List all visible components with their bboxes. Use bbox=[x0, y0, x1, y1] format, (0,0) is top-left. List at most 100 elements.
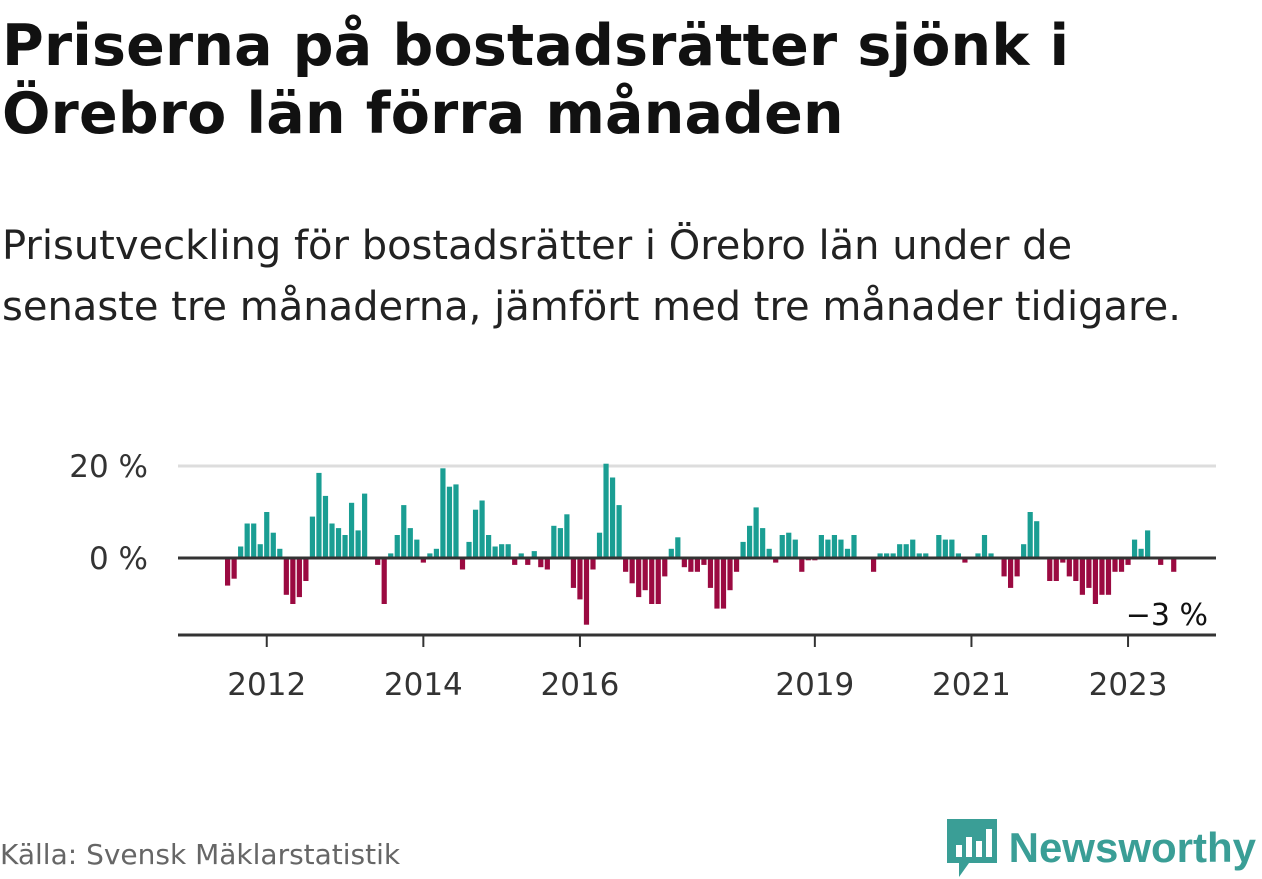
bar bbox=[283, 558, 289, 595]
bar bbox=[531, 551, 537, 558]
bar bbox=[440, 468, 446, 558]
x-tick-label: 2021 bbox=[932, 667, 1011, 703]
bar bbox=[335, 528, 342, 558]
bar bbox=[1027, 512, 1033, 558]
bar bbox=[486, 535, 492, 558]
bar bbox=[733, 558, 740, 572]
bar bbox=[1118, 558, 1125, 572]
bar bbox=[681, 558, 687, 568]
bar bbox=[877, 553, 883, 558]
bar bbox=[512, 558, 518, 565]
bar bbox=[251, 523, 257, 558]
bar bbox=[1079, 558, 1085, 595]
x-tick-label: 2016 bbox=[540, 667, 619, 703]
chart-title: Priserna på bostadsrätter sjönk i Örebro… bbox=[2, 13, 1070, 147]
bar bbox=[329, 523, 335, 558]
bar bbox=[290, 558, 296, 604]
x-tick-label: 2012 bbox=[227, 667, 306, 703]
bar bbox=[342, 535, 348, 558]
bar bbox=[466, 541, 472, 558]
bar bbox=[727, 558, 733, 591]
y-tick-label: 20 % bbox=[69, 449, 148, 485]
bar bbox=[760, 528, 766, 558]
bar bbox=[433, 548, 439, 558]
x-tick-label: 2019 bbox=[775, 667, 854, 703]
bar bbox=[916, 553, 922, 558]
bar bbox=[942, 539, 948, 558]
bar bbox=[1008, 558, 1014, 588]
bar bbox=[1066, 558, 1072, 577]
bar bbox=[1014, 558, 1020, 577]
bar bbox=[1145, 530, 1151, 558]
y-tick-label: 0 % bbox=[89, 541, 148, 577]
bar bbox=[1073, 558, 1079, 581]
bar bbox=[818, 535, 824, 558]
bar bbox=[277, 548, 283, 558]
bar bbox=[348, 502, 355, 558]
brand-name: Newsworthy bbox=[1008, 824, 1256, 871]
bar bbox=[427, 553, 433, 558]
bar bbox=[407, 528, 413, 558]
bar bbox=[577, 558, 583, 600]
bar bbox=[844, 548, 851, 558]
bar bbox=[962, 558, 968, 563]
bar bbox=[740, 541, 746, 558]
bar bbox=[799, 558, 805, 572]
bar bbox=[923, 553, 929, 558]
bar bbox=[316, 472, 322, 558]
bar bbox=[1060, 558, 1066, 563]
bar bbox=[1125, 558, 1131, 565]
bar bbox=[910, 539, 916, 558]
bar bbox=[1001, 558, 1007, 577]
bar bbox=[655, 558, 661, 604]
chart-subtitle: Prisutveckling för bostadsrätter i Örebr… bbox=[2, 223, 1181, 330]
bar bbox=[649, 558, 655, 604]
bar bbox=[570, 558, 577, 588]
bar bbox=[309, 516, 316, 558]
bar bbox=[1086, 558, 1092, 588]
bar bbox=[838, 539, 844, 558]
bar bbox=[779, 535, 785, 558]
bar bbox=[766, 548, 772, 558]
bar bbox=[1099, 558, 1105, 595]
bar bbox=[694, 558, 700, 572]
bar bbox=[1138, 548, 1144, 558]
bar bbox=[603, 463, 609, 558]
bar bbox=[420, 558, 426, 563]
bar bbox=[668, 548, 674, 558]
bar bbox=[747, 525, 753, 558]
bar-chart: 0 % 20 % 2012 2014 2016 2019 2021 2023 −3 % bbox=[69, 449, 1216, 703]
bar bbox=[355, 530, 361, 558]
bar bbox=[981, 535, 988, 558]
bar bbox=[662, 558, 668, 577]
bar bbox=[303, 558, 309, 581]
bar bbox=[362, 493, 368, 558]
bar bbox=[629, 558, 635, 584]
bar bbox=[1171, 558, 1177, 572]
bar bbox=[296, 558, 302, 598]
bar bbox=[1021, 544, 1027, 558]
bar bbox=[590, 558, 596, 570]
bar bbox=[505, 544, 511, 558]
bar bbox=[1092, 558, 1099, 604]
bar bbox=[401, 505, 407, 558]
bar bbox=[701, 558, 707, 565]
bar bbox=[583, 558, 590, 625]
x-tick-label: 2014 bbox=[384, 667, 463, 703]
bar bbox=[525, 558, 531, 565]
bar bbox=[453, 484, 459, 558]
bar bbox=[1047, 558, 1053, 581]
bar bbox=[446, 486, 453, 558]
bar bbox=[472, 509, 479, 558]
bar bbox=[414, 539, 420, 558]
bar bbox=[609, 477, 616, 558]
bar bbox=[642, 558, 648, 591]
bar bbox=[707, 558, 714, 588]
brand-logo[interactable]: Newsworthy bbox=[946, 818, 1256, 878]
bar bbox=[903, 544, 909, 558]
bar bbox=[492, 546, 498, 558]
bar bbox=[870, 558, 877, 572]
bar bbox=[257, 544, 263, 558]
bar bbox=[636, 558, 642, 598]
bar bbox=[375, 558, 381, 565]
